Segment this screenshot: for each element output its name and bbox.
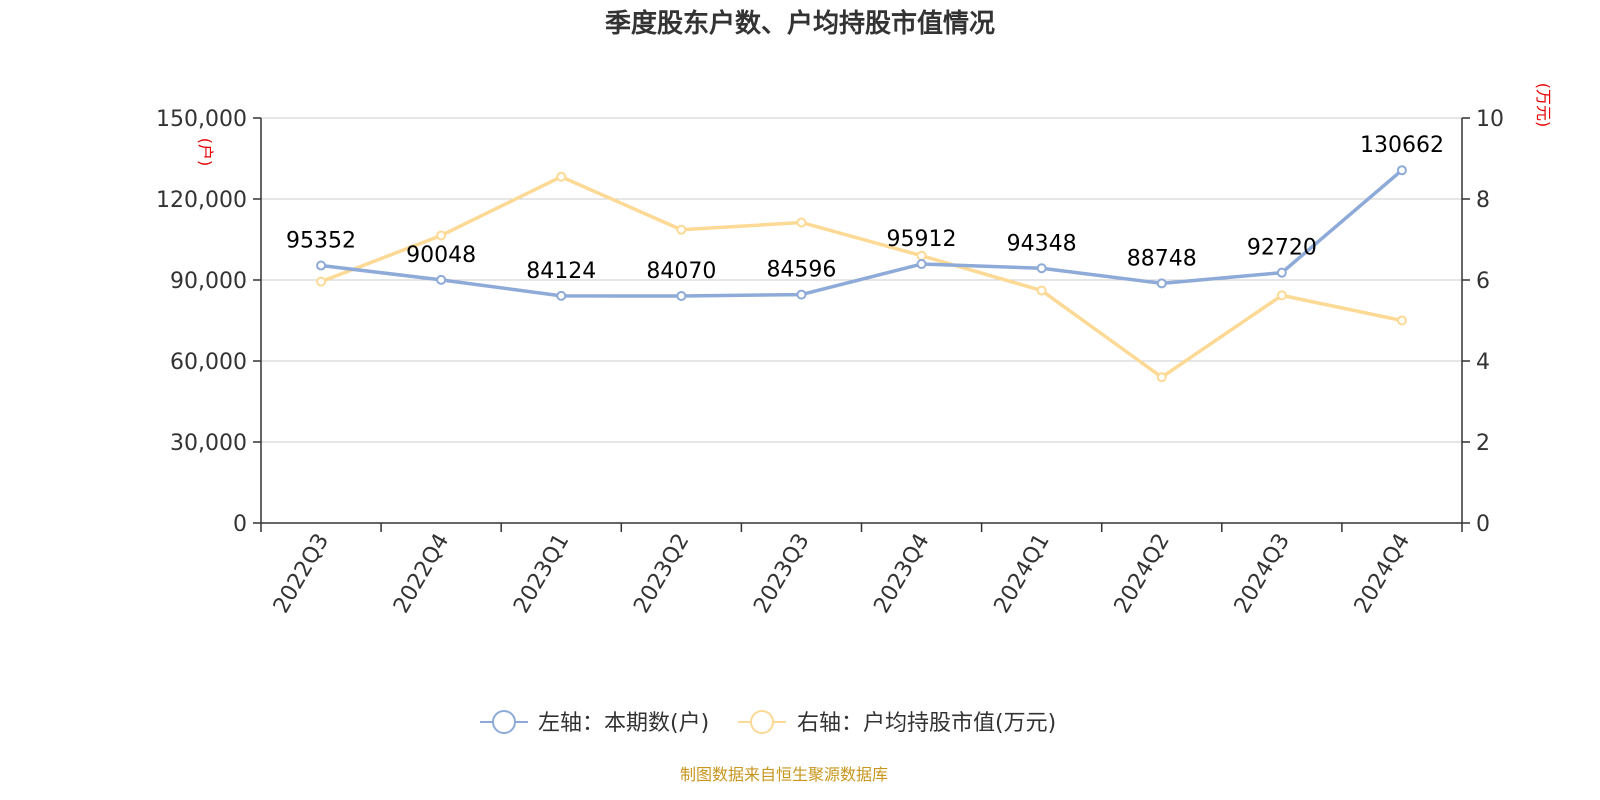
left-tick-label: 0 xyxy=(233,512,247,537)
x-tick-label: 2023Q2 xyxy=(629,530,694,618)
point-left[interactable] xyxy=(556,290,567,301)
right-tick-label: 4 xyxy=(1476,350,1490,375)
point-left[interactable] xyxy=(1156,278,1167,289)
legend[interactable]: 左轴：本期数(户) 右轴：户均持股市值(万元) xyxy=(480,710,1056,736)
point-right[interactable] xyxy=(316,276,327,287)
series-line-left xyxy=(320,168,1404,298)
legend-label-right: 右轴：户均持股市值(万元) xyxy=(797,711,1056,736)
right-tick-label: 0 xyxy=(1476,512,1490,537)
data-label: 90048 xyxy=(406,243,476,268)
point-right[interactable] xyxy=(916,250,927,261)
data-label: 130662 xyxy=(1360,133,1444,158)
point-left[interactable] xyxy=(1396,165,1407,176)
point-right[interactable] xyxy=(436,230,447,241)
right-tick-label: 6 xyxy=(1476,269,1490,294)
data-labels: 95352 90048 84124 84070 84596 95912 94348 88748… xyxy=(286,133,1444,284)
data-label: 84596 xyxy=(766,258,836,283)
series-line-right xyxy=(320,174,1403,379)
series-layer xyxy=(316,165,1407,383)
right-tick-label: 2 xyxy=(1476,431,1490,456)
x-tick-label: 2023Q4 xyxy=(869,530,934,618)
left-tick-label: 150,000 xyxy=(156,107,247,132)
left-tick-label: 30,000 xyxy=(170,431,247,456)
axes xyxy=(260,118,1463,524)
left-tick-label: 120,000 xyxy=(156,188,247,213)
point-left[interactable] xyxy=(676,291,687,302)
x-tick-label: 2024Q3 xyxy=(1230,530,1295,618)
x-tick-label: 2022Q4 xyxy=(389,530,454,618)
x-tick-label: 2022Q3 xyxy=(269,530,334,618)
left-tick-label: 60,000 xyxy=(170,350,247,375)
legend-item-right[interactable]: 右轴：户均持股市值(万元) xyxy=(738,710,1056,736)
point-left[interactable] xyxy=(796,289,807,300)
data-label: 84070 xyxy=(646,259,716,284)
point-right[interactable] xyxy=(1036,285,1047,296)
x-tick-label: 2024Q2 xyxy=(1110,530,1175,618)
point-left[interactable] xyxy=(1036,263,1047,274)
right-tick-label: 10 xyxy=(1476,107,1504,132)
point-left[interactable] xyxy=(436,274,447,285)
left-axis-unit: (户) xyxy=(196,138,215,167)
left-tick-label: 90,000 xyxy=(170,269,247,294)
data-label: 95352 xyxy=(286,229,356,254)
left-y-axis: 0 30,000 60,000 90,000 120,000 150,000 xyxy=(156,107,261,537)
point-left[interactable] xyxy=(316,260,327,271)
x-tick-label: 2024Q1 xyxy=(990,530,1055,618)
x-tick-label: 2023Q1 xyxy=(509,530,574,618)
x-tick-label: 2023Q3 xyxy=(749,530,814,618)
legend-item-left[interactable]: 左轴：本期数(户) xyxy=(480,710,709,736)
right-y-axis: 0 2 4 6 8 10 xyxy=(1462,107,1504,537)
point-left[interactable] xyxy=(916,259,927,270)
data-label: 92720 xyxy=(1247,236,1317,261)
point-right[interactable] xyxy=(796,217,807,228)
point-right[interactable] xyxy=(1156,372,1167,383)
data-label: 94348 xyxy=(1007,231,1077,256)
x-axis-ticks: 2022Q3 2022Q4 2023Q1 2023Q2 2023Q3 2023Q4 2024… xyxy=(260,523,1463,618)
point-left[interactable] xyxy=(1276,267,1287,278)
x-tick-label: 2024Q4 xyxy=(1350,530,1415,618)
point-right[interactable] xyxy=(556,171,567,182)
legend-label-left: 左轴：本期数(户) xyxy=(538,711,709,736)
point-right[interactable] xyxy=(676,224,687,235)
right-tick-label: 8 xyxy=(1476,188,1490,213)
data-label: 95912 xyxy=(887,227,957,252)
point-right[interactable] xyxy=(1396,315,1407,326)
source-note: 制图数据来自恒生聚源数据库 xyxy=(680,765,888,784)
data-label: 88748 xyxy=(1127,246,1197,271)
point-right[interactable] xyxy=(1276,290,1287,301)
data-label: 84124 xyxy=(526,259,596,284)
chart-title: 季度股东户数、户均持股市值情况 xyxy=(605,8,995,39)
right-axis-unit: (万元) xyxy=(1534,83,1553,128)
